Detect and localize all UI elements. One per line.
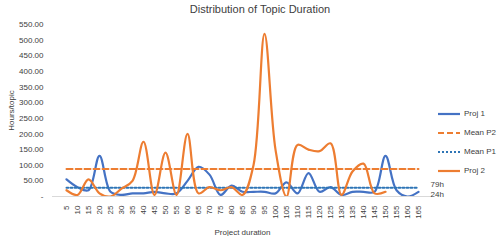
svg-text:250.00: 250.00 (19, 114, 44, 123)
svg-text:500.00: 500.00 (19, 36, 44, 45)
svg-text:165: 165 (414, 205, 423, 219)
svg-text:200.00: 200.00 (19, 130, 44, 139)
svg-text:130: 130 (337, 205, 346, 219)
svg-text:15: 15 (84, 205, 93, 214)
svg-text:125: 125 (326, 205, 335, 219)
html-text:Mean P2: Mean P2 (464, 128, 496, 137)
svg-text:120: 120 (315, 205, 324, 219)
svg-text:45: 45 (150, 205, 159, 214)
svg-text:450.00: 450.00 (19, 51, 44, 60)
svg-text:30: 30 (117, 205, 126, 214)
svg-text:50.00: 50.00 (23, 176, 44, 185)
svg-text:24h: 24h (431, 190, 444, 199)
svg-text:90: 90 (249, 205, 258, 214)
svg-text:65: 65 (194, 205, 203, 214)
svg-text:400.00: 400.00 (19, 67, 44, 76)
svg-text:140: 140 (359, 205, 368, 219)
svg-text:150: 150 (381, 205, 390, 219)
svg-text:95: 95 (260, 205, 269, 214)
svg-text:155: 155 (392, 205, 401, 219)
svg-text:100.00: 100.00 (19, 161, 44, 170)
svg-text:-: - (41, 192, 44, 201)
svg-text:85: 85 (238, 205, 247, 214)
svg-text:150.00: 150.00 (19, 145, 44, 154)
svg-text:5: 5 (62, 205, 71, 210)
svg-text:100: 100 (271, 205, 280, 219)
svg-text:300.00: 300.00 (19, 98, 44, 107)
svg-text:25: 25 (106, 205, 115, 214)
svg-text:550.00: 550.00 (19, 20, 44, 29)
svg-text:35: 35 (128, 205, 137, 214)
svg-text:110: 110 (293, 205, 302, 218)
svg-text:55: 55 (172, 205, 181, 214)
html-text:Proj 1: Proj 1 (464, 109, 485, 118)
svg-text:60: 60 (183, 205, 192, 214)
svg-text:40: 40 (139, 205, 148, 214)
svg-text:Project duration: Project duration (214, 228, 270, 236)
svg-text:135: 135 (348, 205, 357, 219)
svg-text:350.00: 350.00 (19, 83, 44, 92)
svg-text:160: 160 (403, 205, 412, 219)
svg-text:50: 50 (161, 205, 170, 214)
svg-text:80: 80 (227, 205, 236, 214)
html-text:Distribution of Topic Duration: Distribution of Topic Duration (189, 3, 331, 15)
svg-text:105: 105 (282, 205, 291, 219)
svg-text:70: 70 (205, 205, 214, 214)
svg-text:115: 115 (304, 205, 313, 218)
svg-text:79h: 79h (431, 180, 444, 189)
svg-text:20: 20 (95, 205, 104, 214)
svg-text:Hours/topic: Hours/topic (7, 90, 16, 130)
svg-text:75: 75 (216, 205, 225, 214)
svg-text:10: 10 (73, 205, 82, 214)
html-text:Mean P1: Mean P1 (464, 147, 496, 156)
svg-text:145: 145 (370, 205, 379, 219)
html-text:Proj 2: Proj 2 (464, 166, 485, 175)
